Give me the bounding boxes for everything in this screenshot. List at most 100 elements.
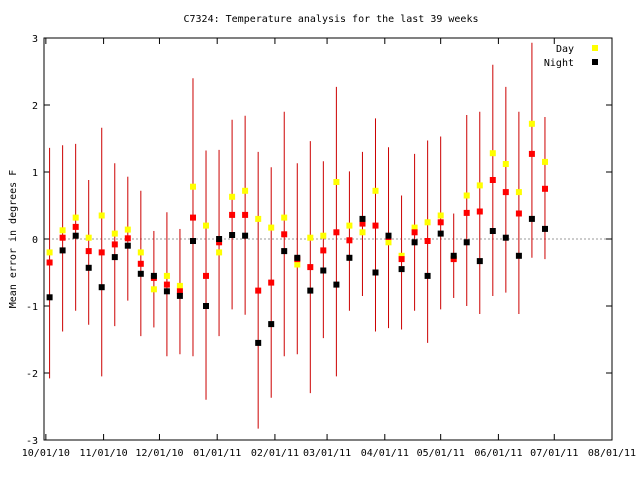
- mean-point: [176, 288, 183, 295]
- chart-title: C7324: Temperature analysis for the last…: [183, 14, 478, 25]
- mean-point: [216, 239, 223, 246]
- mean-point: [124, 235, 131, 242]
- night-point: [320, 267, 327, 274]
- mean-point: [437, 219, 444, 226]
- day-point: [72, 214, 79, 221]
- day-point: [294, 261, 301, 268]
- night-point: [229, 232, 236, 238]
- x-tick-label: 03/01/11: [303, 448, 351, 459]
- x-tick-label: 07/01/11: [530, 448, 578, 459]
- legend: Day Night: [544, 44, 598, 69]
- night-point: [463, 239, 470, 246]
- night-point: [216, 236, 223, 242]
- y-tick-label: -2: [26, 369, 38, 380]
- night-point: [163, 288, 170, 295]
- day-point: [489, 150, 496, 157]
- day-point: [424, 219, 431, 226]
- night-point: [176, 292, 183, 299]
- day-point: [463, 192, 470, 199]
- x-tick-label: 08/01/11: [588, 448, 636, 459]
- day-point: [190, 183, 196, 190]
- night-point: [190, 238, 196, 244]
- night-point: [59, 247, 66, 254]
- day-point: [359, 229, 366, 236]
- day-point: [59, 227, 66, 234]
- day-point: [229, 193, 236, 200]
- mean-point: [85, 248, 92, 255]
- day-point: [111, 230, 118, 237]
- day-point: [137, 249, 144, 256]
- mean-point: [46, 259, 53, 266]
- mean-point: [268, 279, 275, 286]
- day-point: [150, 286, 157, 293]
- night-point: [502, 234, 509, 241]
- mean-point: [346, 237, 353, 244]
- night-point: [528, 215, 535, 222]
- x-tick-label: 02/01/11: [251, 448, 299, 459]
- mean-point: [72, 223, 79, 230]
- day-point: [85, 234, 92, 241]
- night-point: [203, 303, 209, 309]
- data-points: [46, 120, 548, 346]
- night-point: [281, 248, 288, 255]
- night-point: [98, 284, 105, 291]
- night-point: [542, 225, 548, 232]
- mean-point: [281, 231, 288, 238]
- day-point: [320, 232, 327, 239]
- day-point: [255, 215, 262, 222]
- x-tick-label: 12/01/10: [135, 448, 183, 459]
- mean-point: [190, 214, 196, 221]
- day-point: [124, 226, 131, 233]
- mean-point: [333, 229, 340, 236]
- y-axis-label: Mean error in degrees F: [8, 170, 19, 308]
- legend-marker-night: [592, 59, 598, 65]
- legend-label-night: Night: [544, 58, 574, 69]
- x-tick-label: 06/01/11: [474, 448, 522, 459]
- mean-point: [372, 222, 379, 229]
- day-point: [242, 187, 249, 194]
- night-point: [450, 252, 457, 259]
- night-point: [111, 254, 118, 261]
- night-point: [385, 232, 392, 239]
- night-point: [476, 258, 483, 265]
- day-point: [437, 212, 444, 219]
- mean-point: [242, 211, 249, 218]
- mean-point: [320, 247, 327, 254]
- x-tick-label: 04/01/11: [361, 448, 409, 459]
- y-tick-label: 3: [32, 34, 38, 45]
- y-tick-label: 2: [32, 101, 38, 112]
- day-point: [398, 252, 405, 259]
- day-point: [385, 239, 392, 246]
- night-point: [411, 239, 418, 246]
- mean-point: [424, 238, 431, 244]
- day-point: [216, 249, 223, 256]
- mean-point: [502, 189, 509, 196]
- night-point: [398, 266, 405, 273]
- mean-point: [542, 185, 548, 192]
- y-tick-label: -3: [26, 436, 38, 447]
- x-tick-label: 01/01/11: [193, 448, 241, 459]
- mean-point: [463, 209, 470, 216]
- legend-label-day: Day: [556, 44, 574, 55]
- night-point: [489, 228, 496, 234]
- night-point: [46, 294, 53, 301]
- mean-point: [229, 211, 236, 218]
- mean-point: [98, 249, 105, 256]
- x-axis-ticks: 10/01/10 11/01/10 12/01/10 01/01/11 02/01/11…: [22, 38, 636, 459]
- x-tick-label: 11/01/10: [80, 448, 128, 459]
- x-tick-label: 05/01/11: [417, 448, 465, 459]
- mean-point: [137, 260, 144, 267]
- night-point: [72, 232, 79, 239]
- day-point: [46, 249, 53, 256]
- day-point: [98, 212, 105, 219]
- night-point: [424, 272, 431, 279]
- day-point: [281, 214, 288, 221]
- mean-point: [450, 256, 457, 263]
- x-tick-label: 10/01/10: [22, 448, 70, 459]
- mean-point: [59, 234, 66, 241]
- day-point: [307, 234, 314, 241]
- mean-point: [528, 150, 535, 157]
- y-tick-label: 0: [32, 235, 38, 246]
- mean-point: [203, 272, 209, 279]
- night-point: [255, 339, 262, 346]
